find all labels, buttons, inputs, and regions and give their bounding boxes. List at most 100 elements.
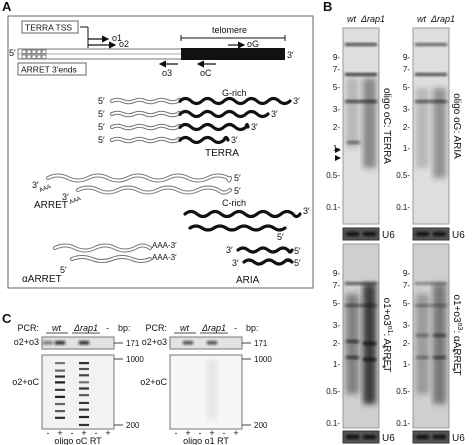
size-marker: 7-	[333, 281, 340, 290]
label: Δrap1	[201, 323, 226, 333]
arret-site	[37, 50, 41, 54]
label: 1000	[126, 355, 144, 364]
label: 171	[126, 339, 140, 348]
band	[415, 73, 447, 76]
probe: o1+o3	[451, 294, 462, 323]
label: AAA	[69, 196, 82, 206]
smear	[433, 284, 446, 404]
ladder-band	[79, 416, 89, 418]
label: wt	[417, 14, 426, 24]
label: AAA-3′	[152, 253, 177, 262]
band	[415, 282, 447, 285]
label: oG	[247, 39, 259, 49]
arret-site	[22, 55, 26, 59]
probe-label: o1+o3o3: αARRET	[451, 294, 463, 375]
label: bp:	[246, 323, 259, 333]
panel-label: A	[2, 0, 12, 14]
label: 5′	[294, 246, 301, 256]
rt-label: +	[105, 428, 110, 438]
pcr-band	[79, 341, 89, 345]
label: 3′	[231, 135, 238, 145]
label: o2+oC	[140, 377, 167, 387]
label: 5′	[9, 48, 16, 58]
band	[363, 358, 376, 361]
label: U6	[452, 433, 465, 444]
label: 1000	[254, 355, 272, 364]
label: Δrap1	[73, 323, 98, 333]
ladder-band	[79, 387, 89, 389]
asterisk: *	[452, 347, 457, 359]
label: o3	[162, 68, 172, 78]
band	[363, 342, 376, 345]
label: G-rich	[222, 88, 247, 98]
smear	[207, 360, 217, 420]
size-marker: 2-	[333, 123, 340, 132]
size-marker: 5-	[403, 83, 410, 92]
size-marker: 9-	[333, 269, 340, 278]
size-marker: 0.5-	[326, 171, 340, 180]
band	[345, 282, 377, 285]
band	[345, 304, 377, 307]
u6-band	[363, 232, 376, 236]
telomeric-strand	[180, 99, 290, 104]
size-marker: 3-	[403, 321, 410, 330]
asterisk: *	[382, 363, 387, 375]
band	[433, 334, 446, 337]
arret-site	[22, 50, 26, 54]
size-marker: 1-	[403, 360, 410, 369]
label: 5′	[98, 135, 105, 145]
label: C-rich	[222, 198, 246, 208]
label: 200	[126, 421, 140, 430]
label: bp:	[118, 323, 131, 333]
size-marker: 9-	[403, 53, 410, 62]
size-marker: 3-	[333, 321, 340, 330]
size-marker: 7-	[403, 65, 410, 74]
ladder-band	[79, 424, 89, 426]
rt-label: -	[175, 428, 178, 438]
pcr-band	[207, 341, 217, 345]
size-marker: 5-	[403, 299, 410, 308]
probe-label: oligo oG: ARIA	[451, 93, 462, 159]
arret-site	[27, 55, 31, 59]
label: 3′	[226, 245, 233, 255]
caption: oligo o1 RT	[183, 436, 229, 445]
asterisk: *	[452, 366, 457, 378]
label: 3′	[251, 122, 258, 132]
ladder-band	[55, 381, 65, 383]
label: TERRA TSS	[25, 23, 72, 33]
size-marker: 0.5-	[396, 171, 410, 180]
arret-site	[32, 50, 36, 54]
label: 200	[254, 421, 268, 430]
size-marker: 1-	[403, 144, 410, 153]
label: 5′	[98, 122, 105, 132]
label: wt	[347, 14, 356, 24]
telomeric-strand	[180, 138, 228, 143]
pcr-strip	[170, 337, 242, 349]
label: Δrap1	[430, 14, 455, 24]
label: 3′	[293, 96, 300, 106]
pcr-band	[55, 341, 65, 345]
ladder-band	[55, 375, 65, 377]
ladder-band	[79, 368, 89, 370]
label: U6	[452, 230, 465, 241]
ladder-band	[79, 381, 89, 383]
band	[416, 334, 429, 337]
pcr-band	[43, 341, 53, 345]
label: ARRET	[34, 200, 68, 211]
telomeric-strand	[180, 125, 248, 130]
ladder-band	[55, 362, 65, 364]
u6-band	[416, 232, 429, 236]
band	[433, 356, 446, 359]
size-marker: 1-	[333, 360, 340, 369]
u6-band	[346, 435, 359, 439]
band	[345, 73, 377, 76]
arret-site	[32, 55, 36, 59]
label: ARIA	[236, 275, 260, 286]
telomeric-strand	[244, 260, 292, 264]
arret-site	[37, 55, 41, 59]
label: 5′	[277, 232, 284, 242]
pcr-band	[183, 341, 193, 345]
probe: o1+o3	[381, 298, 392, 327]
label: TERRA	[205, 148, 239, 159]
label: o2	[119, 39, 129, 49]
